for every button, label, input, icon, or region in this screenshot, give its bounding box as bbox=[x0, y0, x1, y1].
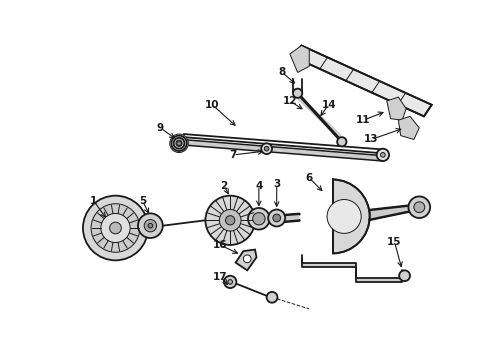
Polygon shape bbox=[387, 97, 406, 120]
Circle shape bbox=[377, 149, 389, 161]
Text: 7: 7 bbox=[230, 150, 237, 160]
Polygon shape bbox=[301, 255, 402, 282]
Text: 2: 2 bbox=[220, 181, 228, 191]
Text: 9: 9 bbox=[157, 123, 164, 133]
Circle shape bbox=[273, 214, 281, 222]
Polygon shape bbox=[224, 214, 299, 226]
Polygon shape bbox=[290, 45, 309, 72]
Text: 1: 1 bbox=[90, 196, 98, 206]
Circle shape bbox=[172, 136, 187, 151]
Polygon shape bbox=[333, 180, 369, 253]
Circle shape bbox=[170, 134, 188, 153]
Circle shape bbox=[177, 141, 181, 145]
Circle shape bbox=[244, 255, 251, 263]
Circle shape bbox=[327, 199, 361, 233]
Circle shape bbox=[264, 147, 269, 151]
Text: 10: 10 bbox=[205, 100, 220, 110]
Text: 14: 14 bbox=[321, 100, 336, 110]
Circle shape bbox=[83, 195, 148, 260]
Circle shape bbox=[228, 280, 233, 284]
Circle shape bbox=[293, 89, 302, 98]
Circle shape bbox=[220, 210, 241, 231]
Polygon shape bbox=[294, 45, 432, 116]
Circle shape bbox=[248, 208, 270, 230]
Circle shape bbox=[225, 216, 235, 225]
Text: 17: 17 bbox=[213, 271, 227, 282]
Circle shape bbox=[267, 292, 277, 303]
Circle shape bbox=[138, 213, 163, 238]
Circle shape bbox=[110, 222, 122, 234]
Circle shape bbox=[337, 137, 346, 147]
Circle shape bbox=[101, 213, 130, 243]
Text: 15: 15 bbox=[387, 237, 402, 247]
Text: 5: 5 bbox=[139, 196, 146, 206]
Circle shape bbox=[224, 276, 236, 288]
Text: 6: 6 bbox=[306, 173, 313, 183]
Circle shape bbox=[399, 270, 410, 281]
Circle shape bbox=[148, 223, 153, 228]
Text: 3: 3 bbox=[273, 179, 280, 189]
Text: 11: 11 bbox=[356, 115, 371, 125]
Circle shape bbox=[253, 213, 265, 225]
Text: 12: 12 bbox=[283, 96, 297, 106]
Circle shape bbox=[381, 153, 385, 157]
Polygon shape bbox=[369, 205, 418, 220]
Circle shape bbox=[91, 204, 140, 252]
Circle shape bbox=[173, 138, 184, 149]
Circle shape bbox=[261, 143, 272, 154]
Text: 13: 13 bbox=[364, 134, 378, 144]
Circle shape bbox=[414, 202, 425, 213]
Polygon shape bbox=[181, 140, 383, 160]
Polygon shape bbox=[398, 116, 419, 139]
Circle shape bbox=[176, 140, 182, 147]
Circle shape bbox=[409, 197, 430, 218]
Polygon shape bbox=[236, 249, 257, 270]
Text: 4: 4 bbox=[255, 181, 263, 191]
Circle shape bbox=[144, 220, 157, 232]
Circle shape bbox=[205, 195, 255, 245]
Text: 8: 8 bbox=[278, 67, 286, 77]
Circle shape bbox=[268, 210, 285, 226]
Text: 16: 16 bbox=[213, 240, 227, 250]
